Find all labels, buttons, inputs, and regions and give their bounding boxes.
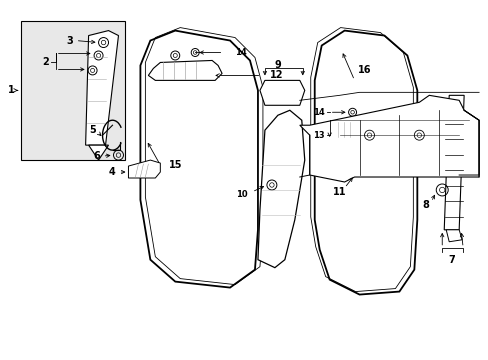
Polygon shape — [299, 95, 478, 182]
Text: 6: 6 — [94, 151, 101, 161]
Text: 3: 3 — [66, 36, 73, 46]
Polygon shape — [85, 31, 118, 145]
Text: 8: 8 — [422, 200, 428, 210]
Polygon shape — [128, 160, 160, 178]
Polygon shape — [148, 60, 222, 80]
Polygon shape — [443, 95, 463, 230]
Polygon shape — [88, 145, 108, 160]
Text: 14: 14 — [235, 48, 246, 57]
Text: 12: 12 — [269, 71, 283, 80]
Text: 14: 14 — [312, 108, 324, 117]
Text: 13: 13 — [312, 131, 324, 140]
Text: 11: 11 — [332, 187, 346, 197]
Text: 16: 16 — [357, 66, 370, 76]
Polygon shape — [260, 80, 304, 105]
Text: 2: 2 — [42, 58, 49, 67]
Polygon shape — [21, 21, 125, 160]
Text: 15: 15 — [168, 160, 182, 170]
Polygon shape — [329, 120, 364, 138]
Polygon shape — [258, 110, 304, 268]
Text: 9: 9 — [274, 60, 281, 71]
Text: 7: 7 — [448, 255, 455, 265]
Text: 4: 4 — [108, 167, 115, 177]
Text: 1: 1 — [7, 85, 14, 95]
Polygon shape — [446, 230, 461, 242]
Text: 5: 5 — [89, 125, 95, 135]
Text: 10: 10 — [236, 190, 247, 199]
